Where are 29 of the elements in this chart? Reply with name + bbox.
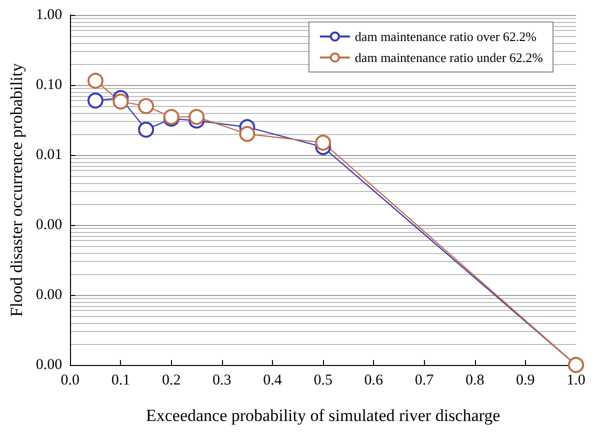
x-tick-label: 0.6 xyxy=(364,372,384,388)
x-tick-label: 0.4 xyxy=(263,372,282,388)
legend-label: dam maintenance ratio under 62.2% xyxy=(354,50,544,65)
y-tick-label: 1.00 xyxy=(36,7,62,23)
y-tick-label: 0.10 xyxy=(36,77,62,93)
point xyxy=(188,108,205,125)
point xyxy=(87,92,104,109)
x-tick-label: 1.0 xyxy=(566,372,586,388)
x-tick-label: 0.7 xyxy=(414,372,434,388)
x-tick-label: 0.2 xyxy=(162,372,181,388)
x-tick-label: 0.8 xyxy=(465,372,484,388)
y-axis-title: Flood disaster occurrence probability xyxy=(7,62,26,317)
point xyxy=(138,98,154,114)
point xyxy=(138,122,154,138)
legend-label: dam maintenance ratio over 62.2% xyxy=(354,29,537,44)
y-tick-label: 0.01 xyxy=(36,147,62,163)
x-tick-label: 0.0 xyxy=(60,372,80,388)
x-tick-label: 0.9 xyxy=(516,372,535,388)
point xyxy=(87,72,104,89)
point xyxy=(112,94,129,110)
y-tick-label: 0.00 xyxy=(36,357,62,373)
point xyxy=(239,126,256,142)
x-tick-label: 0.5 xyxy=(314,372,332,388)
x-tick-label: 0.1 xyxy=(111,372,130,388)
point xyxy=(315,134,332,151)
x-tick-label: 0.3 xyxy=(212,372,232,388)
y-tick-label: 0.00 xyxy=(36,217,62,233)
y-tick-label: 0.00 xyxy=(36,287,62,303)
x-axis-title: Exceedance probability of simulated river discharge xyxy=(146,406,500,425)
